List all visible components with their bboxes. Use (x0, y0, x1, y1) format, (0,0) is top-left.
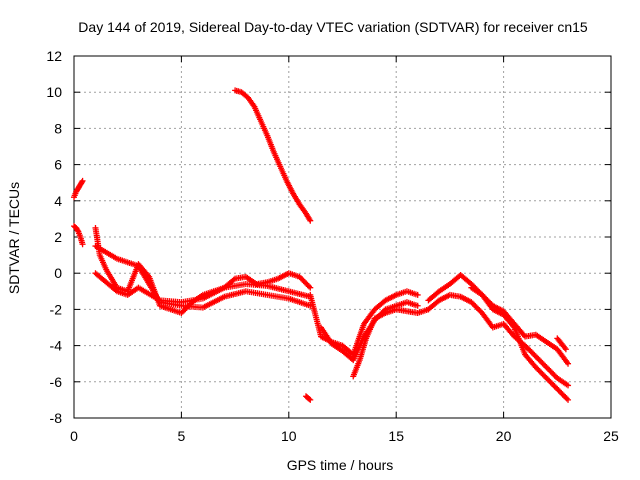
series-early-drop (71, 223, 86, 248)
x-axis-label: GPS time / hours (287, 457, 394, 473)
y-tick-label: 0 (54, 265, 62, 281)
axis-layer: 0 5 10 15 20 25 -8 -6 -4 -2 0 2 4 6 8 10 12 (46, 48, 619, 444)
y-tick-label: 8 (54, 120, 62, 136)
x-tick-label: 10 (281, 428, 297, 444)
data-point (78, 179, 85, 186)
data-point (79, 241, 86, 248)
series-early-high (71, 177, 86, 201)
data-point (230, 276, 237, 283)
series-arc-high (232, 87, 314, 224)
x-tick-label: 5 (178, 428, 186, 444)
data-point (414, 291, 421, 298)
series-late-b (425, 291, 572, 389)
y-tick-label: 12 (46, 48, 62, 64)
y-tick-label: -4 (50, 338, 63, 354)
y-tick-label: 10 (46, 84, 62, 100)
x-tick-label: 0 (70, 428, 78, 444)
series-late-c (468, 284, 572, 367)
data-point (565, 396, 572, 403)
x-tick-label: 20 (496, 428, 512, 444)
series-mid-c (350, 306, 432, 380)
y-tick-label: -6 (50, 374, 63, 390)
series-isolated-low (302, 393, 314, 403)
series-late-d (554, 335, 569, 353)
y-tick-label: -8 (50, 410, 63, 426)
data-point (79, 177, 86, 184)
x-tick-label: 25 (603, 428, 619, 444)
data-point (414, 302, 421, 309)
y-tick-label: 4 (54, 193, 62, 209)
x-tick-label: 15 (388, 428, 404, 444)
data-point (306, 395, 313, 402)
y-tick-label: 6 (54, 157, 62, 173)
data-point (307, 284, 314, 291)
chart-title: Day 144 of 2019, Sidereal Day-to-day VTE… (78, 19, 588, 35)
y-axis-label: SDTVAR / TECUs (6, 182, 22, 294)
data-point (565, 360, 572, 367)
y-tick-label: -2 (50, 301, 63, 317)
data-layer (71, 87, 572, 403)
data-point (112, 287, 119, 294)
series-band-c (92, 243, 314, 311)
data-point (307, 396, 314, 403)
data-point (74, 227, 81, 234)
data-point (562, 346, 569, 353)
series-late-a (425, 272, 572, 403)
data-point (565, 382, 572, 389)
y-tick-label: 2 (54, 229, 62, 245)
grid-layer (74, 56, 611, 418)
data-point (307, 217, 314, 224)
